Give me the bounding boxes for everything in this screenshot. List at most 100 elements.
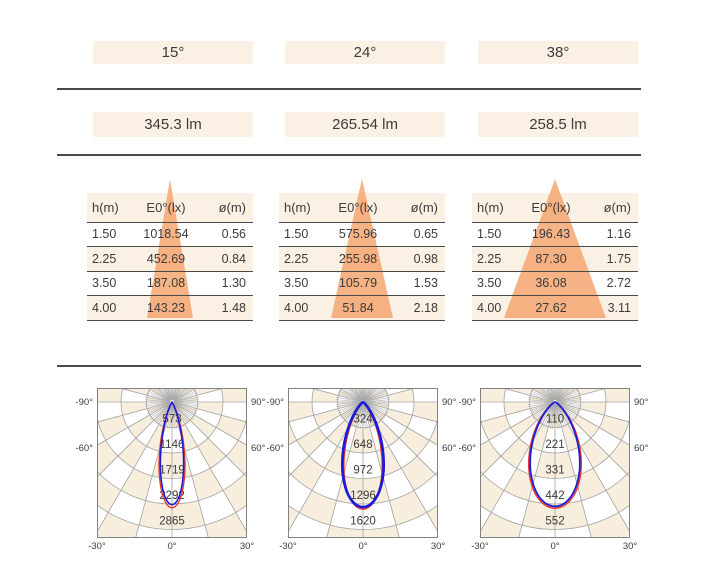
beam-cone-triangle — [147, 179, 193, 318]
table-row-cell: 3.50 — [284, 276, 309, 291]
section-divider — [57, 365, 641, 367]
table-text: h(m) E0°(lx) ø(m) 1.50 1018.54 0.56 2.25 452.69… — [87, 193, 253, 321]
angle-label-60: 60° — [442, 443, 457, 454]
polar-chart-svg: 324 648 972 1296 1620 — [288, 388, 438, 538]
illuminance-table: h(m) E0°(lx) ø(m) 1.50 575.96 0.65 2.25 255.98 0… — [279, 179, 445, 321]
table-row-cell: 1.50 — [92, 227, 117, 242]
angle-label-0: 0° — [167, 541, 177, 552]
table-row-cell: 4.00 — [92, 300, 117, 315]
angle-label-minus60: -60° — [458, 443, 476, 454]
angle-label-0: 0° — [550, 541, 560, 552]
luminous-flux-box: 258.5 lm — [478, 112, 638, 137]
table-row-cell: 2.72 — [606, 276, 631, 291]
table-row: 2.25 87.30 1.75 — [472, 247, 638, 272]
table-row-cell: 2.18 — [413, 300, 438, 315]
ring-value-label: 1146 — [160, 439, 185, 451]
angle-label-minus60: -60° — [75, 443, 93, 454]
table-row-cell: 1.16 — [606, 227, 631, 242]
table-header-row-cell: E0°(lx) — [146, 199, 186, 215]
angle-label-minus30: -30° — [471, 541, 489, 552]
table-row-cell: 36.08 — [535, 276, 567, 291]
luminous-flux-box: 345.3 lm — [93, 112, 253, 137]
table-row: 2.25 452.69 0.84 — [87, 247, 253, 272]
table-row-cell: 1.53 — [413, 276, 438, 291]
table-header-row-cell: h(m) — [92, 199, 119, 215]
beam-angle-box: 38° — [478, 41, 638, 64]
table-row-cell: 2.25 — [92, 251, 117, 266]
table-row-cell: 3.11 — [607, 300, 631, 315]
polar-diagram: 573 1146 1719 2292 2865 — [97, 388, 247, 538]
ring-value-label: 972 — [353, 465, 372, 477]
angle-label-30: 30° — [622, 541, 638, 552]
table-row-cell: 2.25 — [477, 251, 502, 266]
table-row-cell: 0.84 — [221, 251, 246, 266]
ring-value-label: 2865 — [159, 516, 185, 528]
table-row-cell: 4.00 — [477, 300, 502, 315]
ring-value-label: 648 — [353, 439, 372, 451]
table-row-cell: 3.50 — [92, 276, 117, 291]
section-divider — [57, 154, 641, 156]
table-header-row: h(m) E0°(lx) ø(m) — [279, 193, 445, 223]
table-row: 3.50 187.08 1.30 — [87, 272, 253, 296]
table-row: 3.50 105.79 1.53 — [279, 272, 445, 296]
ring-value-label: 110 — [546, 414, 564, 426]
angle-label-30: 30° — [239, 541, 255, 552]
table-row-cell: 575.96 — [338, 227, 378, 242]
table-header-row: h(m) E0°(lx) ø(m) — [472, 193, 638, 223]
angle-label-30: 30° — [430, 541, 446, 552]
beam-angle-box: 15° — [93, 41, 253, 64]
illuminance-table: h(m) E0°(lx) ø(m) 1.50 196.43 1.16 2.25 87.30 1.… — [472, 179, 638, 321]
table-row-cell: 0.98 — [413, 251, 438, 266]
table-row: 1.50 196.43 1.16 — [472, 223, 638, 247]
angle-label-minus90: -90° — [458, 397, 476, 408]
table-header-row-cell: E0°(lx) — [531, 199, 571, 215]
table-header-row-cell: h(m) — [477, 199, 504, 215]
table-row-cell: 143.23 — [146, 300, 186, 315]
table-row-cell: 0.56 — [221, 227, 246, 242]
table-row-cell: 1.48 — [221, 300, 246, 315]
beam-cone-triangle — [331, 179, 393, 318]
table-row: 4.00 51.84 2.18 — [279, 296, 445, 321]
table-row: 4.00 27.62 3.11 — [472, 296, 638, 321]
angle-label-0: 0° — [358, 541, 368, 552]
table-row: 3.50 36.08 2.72 — [472, 272, 638, 296]
angle-label-90: 90° — [251, 397, 266, 408]
table-row-cell: 2.25 — [284, 251, 309, 266]
angle-label-60: 60° — [634, 443, 649, 454]
table-row-cell: 1.50 — [477, 227, 502, 242]
angle-label-minus30: -30° — [88, 541, 106, 552]
table-row: 2.25 255.98 0.98 — [279, 247, 445, 272]
angle-label-90: 90° — [634, 397, 649, 408]
blue-curve — [159, 401, 185, 506]
table-row-cell: 187.08 — [146, 276, 186, 291]
angle-label-minus30: -30° — [279, 541, 297, 552]
section-divider — [57, 88, 641, 90]
ring-value-label: 221 — [545, 439, 564, 451]
luminous-flux-box: 265.54 lm — [285, 112, 445, 137]
angle-label-minus90: -90° — [75, 397, 93, 408]
angle-label-minus60: -60° — [266, 443, 284, 454]
table-header-row-cell: E0°(lx) — [338, 199, 378, 215]
table-row-cell: 196.43 — [531, 227, 571, 242]
table-row-cell: 1.75 — [606, 251, 631, 266]
table-row: 4.00 143.23 1.48 — [87, 296, 253, 321]
table-row-cell: 1.30 — [221, 276, 246, 291]
polar-diagram: 110 221 331 442 552 — [480, 388, 630, 538]
table-header-row: h(m) E0°(lx) ø(m) — [87, 193, 253, 223]
polar-chart-svg: 110 221 331 442 552 — [480, 388, 630, 538]
table-row-cell: 1.50 — [284, 227, 309, 242]
table-row-cell: 452.69 — [146, 251, 186, 266]
table-text: h(m) E0°(lx) ø(m) 1.50 196.43 1.16 2.25 87.30 1.… — [472, 193, 638, 321]
table-row-cell: 1018.54 — [143, 227, 189, 242]
angle-label-minus90: -90° — [266, 397, 284, 408]
table-header-row-cell: ø(m) — [603, 199, 631, 215]
ring-value-label: 331 — [545, 465, 564, 477]
blue-curve — [340, 400, 386, 509]
beam-angle-box: 24° — [285, 41, 445, 64]
ring-value-label: 552 — [545, 516, 564, 528]
table-text: h(m) E0°(lx) ø(m) 1.50 575.96 0.65 2.25 255.98 0… — [279, 193, 445, 321]
ring-value-label: 1296 — [350, 490, 376, 502]
angle-label-90: 90° — [442, 397, 457, 408]
